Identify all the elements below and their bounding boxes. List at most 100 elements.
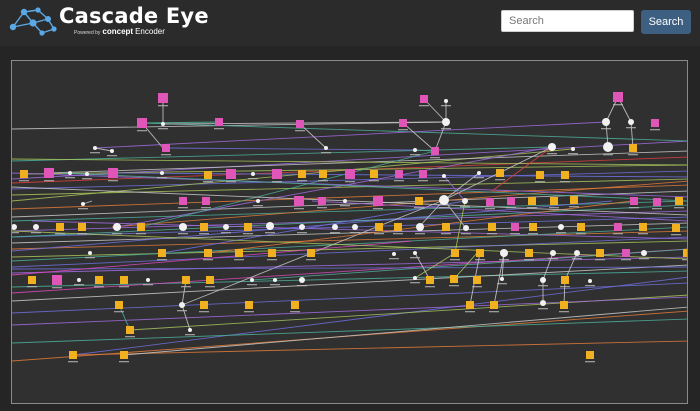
graph-node-pink[interactable] xyxy=(294,196,304,206)
graph-node-circle[interactable] xyxy=(113,223,121,231)
graph-node-orange[interactable] xyxy=(490,301,498,309)
graph-node-circle[interactable] xyxy=(266,222,274,230)
graph-node-orange[interactable] xyxy=(496,169,504,177)
graph-node-circle[interactable] xyxy=(85,172,89,176)
graph-node-orange[interactable] xyxy=(473,276,481,284)
graph-node-orange[interactable] xyxy=(560,301,568,309)
graph-node-circle[interactable] xyxy=(641,250,647,256)
graph-node-circle[interactable] xyxy=(188,328,192,332)
graph-node-circle[interactable] xyxy=(299,277,305,283)
graph-node-circle[interactable] xyxy=(33,224,39,230)
graph-node-orange[interactable] xyxy=(56,223,64,231)
graph-node-circle[interactable] xyxy=(571,147,575,151)
graph-node-orange[interactable] xyxy=(394,223,402,231)
graph-node-circle[interactable] xyxy=(251,172,255,176)
graph-node-orange[interactable] xyxy=(639,223,647,231)
graph-node-pink[interactable] xyxy=(373,196,383,206)
graph-node-circle[interactable] xyxy=(588,279,592,283)
graph-node-orange[interactable] xyxy=(126,326,134,334)
graph-node-circle[interactable] xyxy=(603,142,613,152)
graph-node-orange[interactable] xyxy=(675,197,683,205)
graph-node-circle[interactable] xyxy=(324,146,328,150)
graph-node-circle[interactable] xyxy=(550,250,556,256)
graph-node-orange[interactable] xyxy=(450,275,458,283)
graph-node-orange[interactable] xyxy=(596,249,604,257)
graph-node-orange[interactable] xyxy=(683,249,688,257)
graph-node-circle[interactable] xyxy=(444,99,448,103)
graph-node-orange[interactable] xyxy=(525,249,533,257)
graph-node-circle[interactable] xyxy=(77,278,81,282)
graph-node-orange[interactable] xyxy=(319,170,327,178)
graph-node-pink[interactable] xyxy=(202,197,210,205)
graph-node-orange[interactable] xyxy=(182,276,190,284)
graph-node-circle[interactable] xyxy=(540,277,546,283)
graph-node-pink[interactable] xyxy=(44,168,54,178)
graph-node-circle[interactable] xyxy=(413,251,417,255)
graph-node-orange[interactable] xyxy=(78,223,86,231)
graph-node-orange[interactable] xyxy=(28,276,36,284)
search-input[interactable] xyxy=(501,10,634,32)
graph-node-orange[interactable] xyxy=(561,171,569,179)
graph-node-circle[interactable] xyxy=(442,118,450,126)
search-button[interactable]: Search xyxy=(641,10,691,34)
graph-node-orange[interactable] xyxy=(672,224,680,232)
graph-node-orange[interactable] xyxy=(528,197,536,205)
graph-node-orange[interactable] xyxy=(586,351,594,359)
graph-node-circle[interactable] xyxy=(161,122,165,126)
graph-node-pink[interactable] xyxy=(137,118,147,128)
graph-node-pink[interactable] xyxy=(215,118,223,126)
graph-node-orange[interactable] xyxy=(120,351,128,359)
graph-node-pink[interactable] xyxy=(613,92,623,102)
graph-node-circle[interactable] xyxy=(12,224,17,230)
graph-node-orange[interactable] xyxy=(95,276,103,284)
graph-node-pink[interactable] xyxy=(630,197,638,205)
graph-node-pink[interactable] xyxy=(226,169,236,179)
graph-node-orange[interactable] xyxy=(20,170,28,178)
graph-node-circle[interactable] xyxy=(332,224,338,230)
graph-node-circle[interactable] xyxy=(179,302,185,308)
graph-node-circle[interactable] xyxy=(299,224,305,230)
graph-node-orange[interactable] xyxy=(442,223,450,231)
graph-node-circle[interactable] xyxy=(500,249,508,257)
graph-node-orange[interactable] xyxy=(268,249,276,257)
graph-node-orange[interactable] xyxy=(298,170,306,178)
graph-node-circle[interactable] xyxy=(81,202,85,206)
graph-node-orange[interactable] xyxy=(200,223,208,231)
graph-node-circle[interactable] xyxy=(88,251,92,255)
graph-node-pink[interactable] xyxy=(651,119,659,127)
network-graph-canvas[interactable] xyxy=(12,61,688,404)
graph-node-circle[interactable] xyxy=(413,276,417,280)
graph-node-orange[interactable] xyxy=(426,276,434,284)
graph-node-pink[interactable] xyxy=(345,169,355,179)
network-graph-panel[interactable] xyxy=(11,60,688,404)
graph-node-circle[interactable] xyxy=(160,171,164,175)
graph-node-circle[interactable] xyxy=(462,198,468,204)
graph-node-orange[interactable] xyxy=(206,276,214,284)
graph-node-circle[interactable] xyxy=(463,225,469,231)
graph-node-pink[interactable] xyxy=(507,197,515,205)
graph-node-pink[interactable] xyxy=(395,170,403,178)
graph-node-circle[interactable] xyxy=(352,224,358,230)
graph-node-orange[interactable] xyxy=(291,301,299,309)
graph-node-orange[interactable] xyxy=(245,301,253,309)
graph-node-circle[interactable] xyxy=(93,146,97,150)
graph-node-circle[interactable] xyxy=(540,300,546,306)
graph-node-circle[interactable] xyxy=(439,195,449,205)
graph-node-orange[interactable] xyxy=(235,249,243,257)
graph-node-orange[interactable] xyxy=(488,223,496,231)
graph-node-circle[interactable] xyxy=(413,148,417,152)
graph-node-orange[interactable] xyxy=(415,197,423,205)
graph-node-circle[interactable] xyxy=(223,224,229,230)
graph-node-circle[interactable] xyxy=(442,174,446,178)
graph-node-pink[interactable] xyxy=(486,198,494,206)
graph-node-pink[interactable] xyxy=(399,119,407,127)
graph-node-circle[interactable] xyxy=(256,199,260,203)
graph-node-orange[interactable] xyxy=(69,351,77,359)
graph-node-orange[interactable] xyxy=(307,249,315,257)
graph-node-circle[interactable] xyxy=(477,171,481,175)
graph-node-orange[interactable] xyxy=(137,223,145,231)
graph-node-orange[interactable] xyxy=(629,144,637,152)
graph-node-pink[interactable] xyxy=(614,223,622,231)
graph-node-circle[interactable] xyxy=(548,143,556,151)
graph-node-pink[interactable] xyxy=(420,95,428,103)
